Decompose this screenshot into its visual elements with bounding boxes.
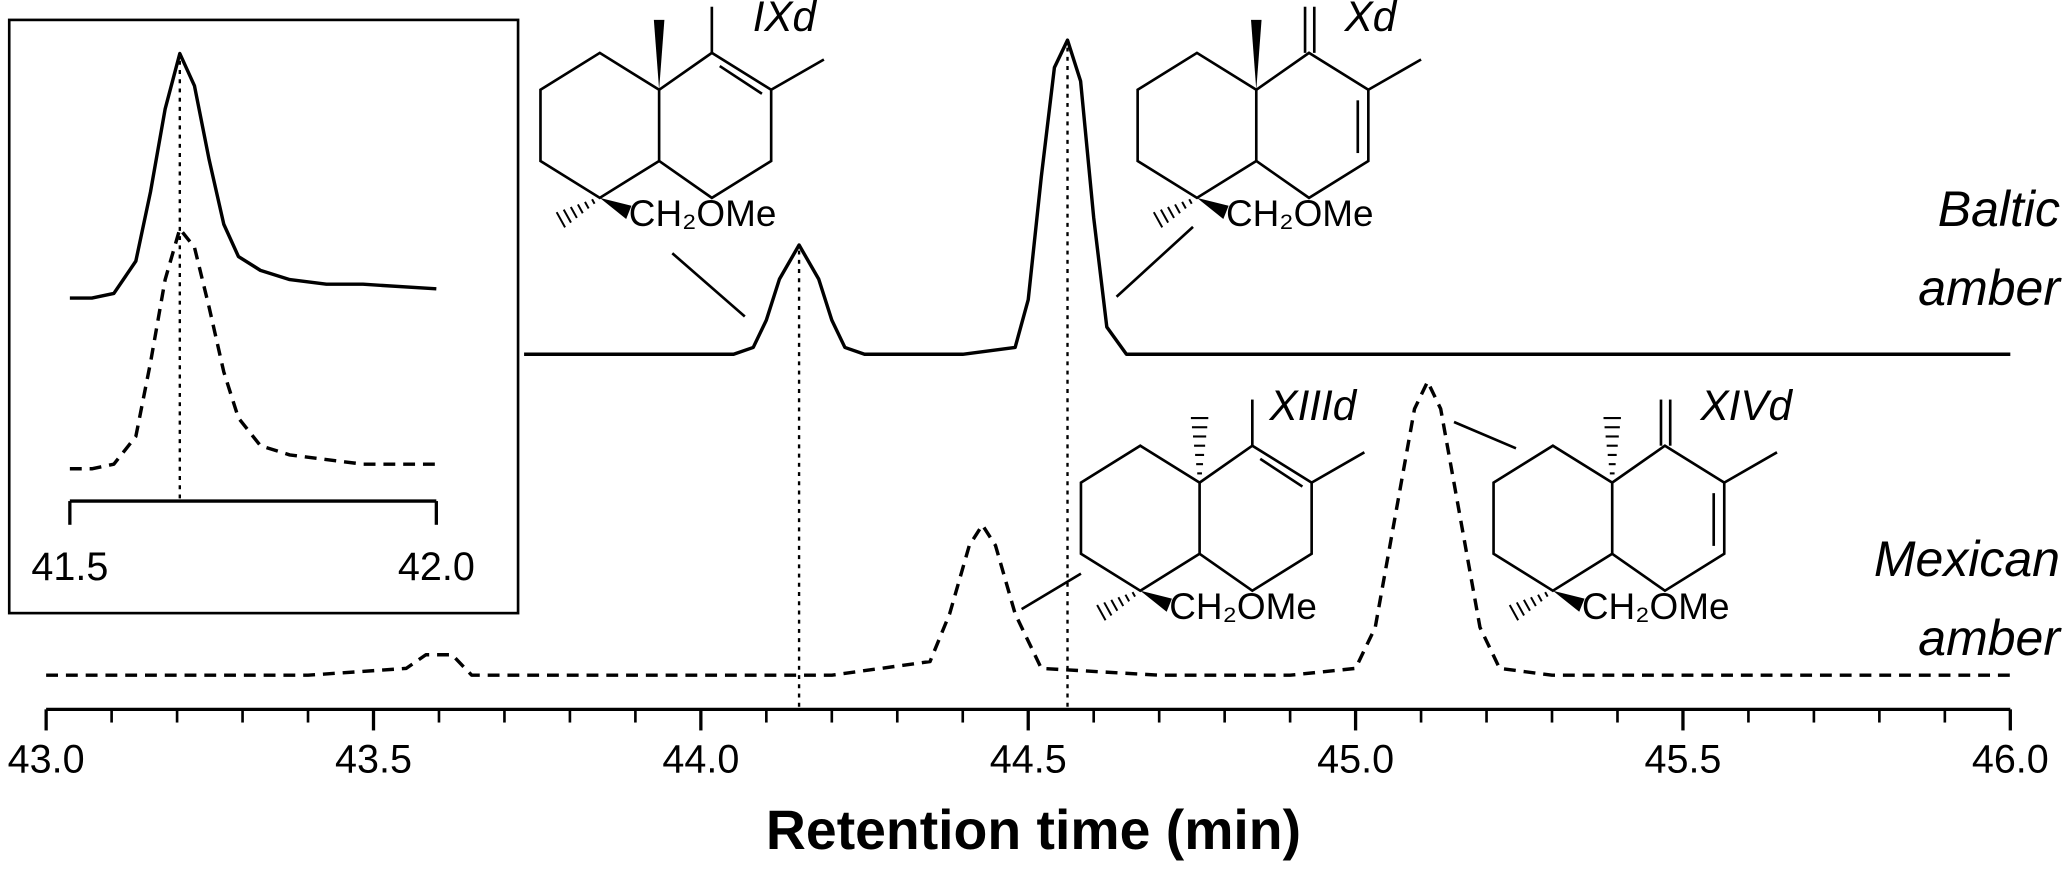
structure: CH₂OMe <box>1079 399 1366 627</box>
hash-wedge <box>555 211 566 228</box>
inset-frame <box>7 18 520 615</box>
series-name: Baltic amber <box>1918 181 2060 316</box>
leader-line <box>1115 225 1194 298</box>
methyl <box>1367 58 1422 91</box>
hash-wedge <box>1103 601 1113 616</box>
hash-wedge <box>591 198 596 205</box>
leader-line <box>1453 420 1517 450</box>
hash-wedge <box>1174 203 1181 214</box>
x-tick-label: 45.0 <box>1317 738 1394 782</box>
hash-wedge <box>1523 599 1531 612</box>
substituent: CH₂OMe <box>1226 193 1374 234</box>
hash-wedge <box>577 203 584 214</box>
hash-wedge <box>1110 599 1119 612</box>
hash-wedge <box>1131 591 1136 598</box>
wedge <box>1251 19 1262 90</box>
hash-wedge <box>1508 604 1520 621</box>
double-bond <box>1259 457 1304 488</box>
trace <box>69 227 437 471</box>
leader-line <box>671 252 746 318</box>
x-tick-label: 43.5 <box>335 738 412 782</box>
hash-wedge <box>1515 601 1525 616</box>
hash-wedge <box>1544 591 1549 598</box>
leader-line <box>1020 572 1082 611</box>
structure: CH₂OMe <box>1136 6 1422 234</box>
ring <box>1255 51 1370 200</box>
trace <box>524 38 2011 356</box>
x-tick-label: 42.0 <box>398 545 475 589</box>
x-tick-label: 44.0 <box>662 738 739 782</box>
compound-label: IXd <box>753 0 818 40</box>
compound-label: XIVd <box>1700 382 1794 429</box>
x-axis-title: Retention time (min) <box>766 799 1301 861</box>
ring <box>539 51 661 200</box>
hash-wedge <box>562 209 572 224</box>
ring <box>1198 444 1313 593</box>
wedge <box>599 197 632 219</box>
x-tick-label: 46.0 <box>1972 738 2049 782</box>
hash-wedge <box>584 201 590 209</box>
hash-wedge <box>1167 206 1175 219</box>
hash-wedge <box>1117 596 1125 607</box>
hash-wedge <box>1152 211 1164 228</box>
ring <box>1079 444 1201 593</box>
hash-wedge <box>1188 198 1193 205</box>
series-name: Mexican amber <box>1873 531 2060 666</box>
wedge <box>1552 590 1585 612</box>
hash-wedge <box>1530 596 1537 607</box>
hash-wedge <box>1181 201 1187 209</box>
wedge <box>1140 590 1172 612</box>
methyl <box>770 58 825 91</box>
hash-wedge <box>1537 594 1543 602</box>
substituent: CH₂OMe <box>629 193 777 234</box>
x-tick-label: 41.5 <box>31 545 108 589</box>
ring <box>1136 51 1258 200</box>
trace <box>46 379 2011 677</box>
hash-wedge <box>569 206 578 219</box>
substituent: CH₂OMe <box>1582 586 1730 627</box>
substituent: CH₂OMe <box>1169 586 1317 627</box>
hash-wedge <box>1160 209 1170 224</box>
compound-label: XIIId <box>1268 382 1357 429</box>
methyl <box>1723 451 1778 484</box>
ring <box>658 51 773 200</box>
x-tick-label: 45.5 <box>1644 738 1721 782</box>
structure: CH₂OMe <box>1492 399 1778 627</box>
wedge <box>653 19 665 90</box>
x-tick-label: 44.5 <box>990 738 1067 782</box>
trace <box>69 51 437 300</box>
ring <box>1492 444 1614 593</box>
wedge <box>1196 197 1229 219</box>
x-tick-label: 43.0 <box>8 738 85 782</box>
structure: CH₂OMe <box>539 6 825 234</box>
compound-label: Xd <box>1344 0 1398 40</box>
ring <box>1611 444 1726 593</box>
hash-wedge <box>1124 594 1131 602</box>
hash-wedge <box>1096 604 1107 621</box>
double-bond <box>719 64 763 95</box>
methyl <box>1310 451 1366 484</box>
